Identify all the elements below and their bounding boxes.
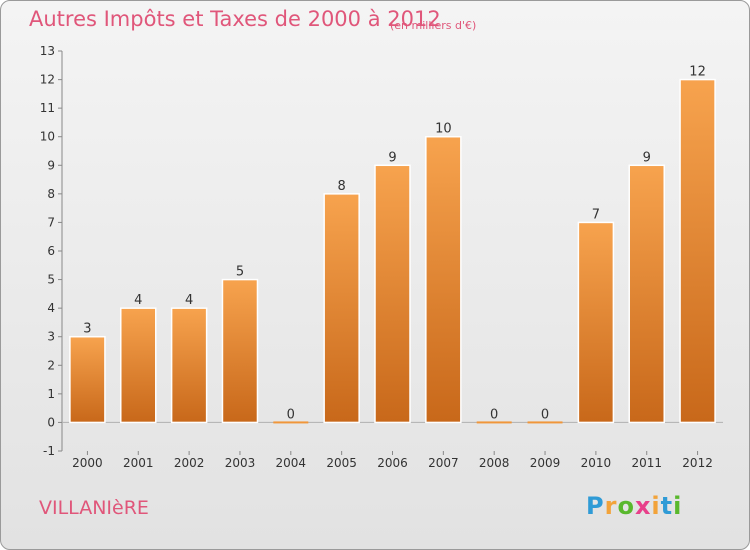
- x-tick-label-2010: 2010: [581, 456, 612, 470]
- y-tick-label: 4: [47, 301, 55, 315]
- data-label-2001: 4: [134, 293, 142, 308]
- logo-letter: o: [617, 492, 635, 520]
- x-tick-label-2004: 2004: [276, 456, 307, 470]
- bar-2011: [628, 164, 665, 424]
- bar-2002: [170, 307, 208, 424]
- data-label-2009: 0: [541, 407, 549, 422]
- x-tick-label-2009: 2009: [530, 456, 561, 470]
- commune-name: VILLANIèRE: [39, 497, 149, 519]
- data-label-2006: 9: [388, 150, 396, 165]
- data-label-2002: 4: [185, 293, 193, 308]
- data-label-2000: 3: [83, 322, 91, 337]
- bar-2010: [577, 221, 615, 424]
- y-tick-label: 10: [40, 130, 55, 144]
- y-tick-label: 8: [47, 187, 55, 201]
- data-label-2010: 7: [592, 207, 600, 222]
- y-tick-label: 9: [47, 158, 55, 172]
- logo-letter: x: [634, 492, 652, 520]
- bar-2005: [323, 193, 360, 424]
- x-tick-label-2000: 2000: [72, 456, 103, 470]
- data-label-2003: 5: [236, 265, 244, 280]
- y-tick-label: 13: [40, 44, 55, 58]
- logo-letter: r: [604, 492, 618, 520]
- bar-2004: [273, 421, 309, 424]
- x-tick-label-2005: 2005: [326, 456, 357, 470]
- y-tick-label: 12: [40, 73, 55, 87]
- chart-title: Autres Impôts et Taxes de 2000 à 2012: [29, 7, 441, 31]
- bar-2003: [221, 278, 259, 424]
- bar-2001: [120, 307, 157, 424]
- x-tick-label-2006: 2006: [377, 456, 408, 470]
- logo-letter: i: [651, 492, 661, 520]
- bar-2008: [476, 421, 512, 424]
- data-label-2012: 12: [689, 65, 706, 80]
- bar-2000: [69, 335, 106, 424]
- proxiti-logo: Proxiti: [586, 492, 682, 520]
- y-tick-label: 6: [47, 244, 55, 258]
- y-tick-label: 1: [47, 387, 55, 401]
- y-tick-label: 11: [40, 101, 55, 115]
- y-tick-label: 0: [47, 415, 55, 429]
- x-tick-label-2001: 2001: [123, 456, 154, 470]
- data-label-2007: 10: [435, 122, 452, 137]
- x-tick-label-2007: 2007: [428, 456, 459, 470]
- bar-2009: [527, 421, 563, 424]
- y-tick-label: 2: [47, 358, 55, 372]
- bar-2012: [679, 78, 716, 424]
- x-tick-label-2003: 2003: [225, 456, 256, 470]
- logo-letter: t: [660, 492, 674, 520]
- y-tick-label: 3: [47, 330, 55, 344]
- data-label-2011: 9: [643, 150, 651, 165]
- x-tick-label-2002: 2002: [174, 456, 205, 470]
- y-tick-label: -1: [43, 444, 55, 458]
- y-tick-label: 5: [47, 273, 55, 287]
- bar-2007: [425, 135, 462, 424]
- data-label-2008: 0: [490, 407, 498, 422]
- data-label-2005: 8: [338, 179, 346, 194]
- bars: 3 4 4 5 0 8 9 10 0 0 7 9 12: [69, 65, 716, 424]
- x-tick-label-2011: 2011: [631, 456, 662, 470]
- x-tick-label-2008: 2008: [479, 456, 510, 470]
- y-tick-label: 7: [47, 215, 55, 229]
- data-label-2004: 0: [287, 407, 295, 422]
- bar-2006: [374, 164, 411, 424]
- logo-letter: i: [673, 492, 683, 520]
- chart-subtitle: (en milliers d'€): [390, 19, 477, 32]
- x-tick-label-2012: 2012: [682, 456, 713, 470]
- logo-letter: P: [586, 492, 605, 520]
